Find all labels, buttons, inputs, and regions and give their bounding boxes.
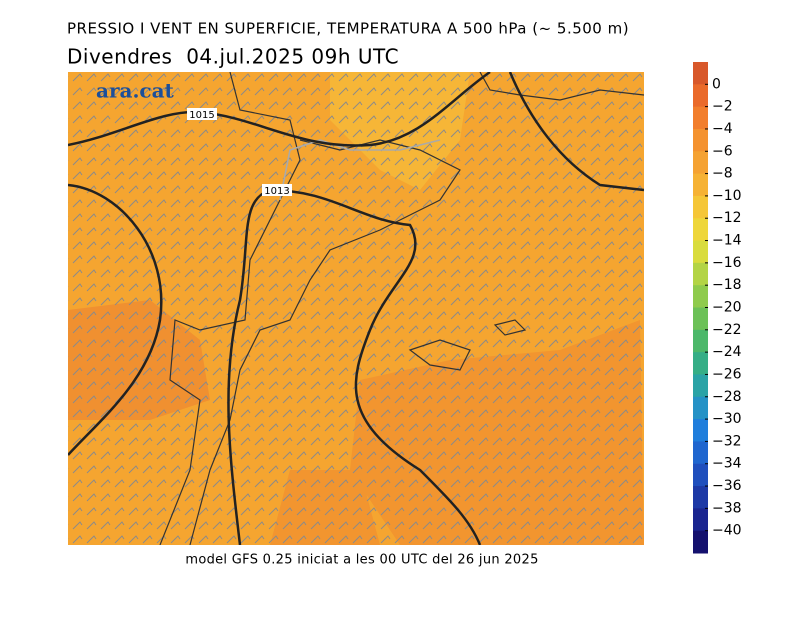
colorbar-swatch	[693, 173, 708, 197]
colorbar-label: −8	[712, 166, 733, 182]
isobar-label: 1013	[264, 186, 289, 197]
logo: ara.cat	[96, 79, 175, 103]
colorbar-swatch	[693, 463, 708, 487]
colorbar-label: 0	[712, 76, 721, 92]
colorbar-label: −30	[712, 411, 742, 427]
colorbar-swatch	[693, 307, 708, 331]
colorbar-swatch	[693, 285, 708, 308]
title: PRESSIO I VENT EN SUPERFICIE, TEMPERATUR…	[67, 20, 629, 38]
colorbar-swatch	[693, 486, 708, 509]
colorbar-label: −14	[712, 233, 742, 249]
colorbar-swatch	[693, 195, 708, 219]
colorbar-label: −6	[712, 143, 733, 159]
colorbar-label: −2	[712, 99, 733, 115]
colorbar-swatch	[693, 396, 708, 420]
colorbar-swatch	[693, 62, 708, 85]
colorbar-label: −26	[712, 366, 742, 382]
colorbar-swatch	[693, 240, 708, 264]
colorbar-swatch	[693, 128, 708, 152]
colorbar-swatch	[693, 262, 708, 286]
colorbar-swatch	[693, 218, 708, 242]
colorbar-label: −16	[712, 255, 742, 271]
colorbar-swatch	[693, 419, 708, 442]
colorbar-swatch	[693, 151, 708, 175]
colorbar-label: −20	[712, 300, 742, 316]
colorbar-label: −38	[712, 500, 742, 516]
colorbar-label: −24	[712, 344, 742, 360]
colorbar-label: −34	[712, 456, 742, 472]
colorbar-label: −32	[712, 433, 742, 449]
footer: model GFS 0.25 iniciat a les 00 UTC del …	[185, 553, 538, 568]
colorbar-swatch	[693, 84, 708, 108]
colorbar-label: −4	[712, 121, 733, 137]
colorbar-swatch	[693, 352, 708, 375]
colorbar-swatch	[693, 508, 708, 532]
isobar-label: 1015	[189, 110, 214, 121]
map: 1015 1013 ara.cat	[68, 72, 644, 545]
colorbar-label: −36	[712, 478, 742, 494]
colorbar-label: −40	[712, 523, 742, 539]
colorbar-label: −18	[712, 277, 742, 293]
colorbar-label: −28	[712, 389, 742, 405]
colorbar-swatch	[693, 374, 708, 398]
colorbar-swatch	[693, 441, 708, 465]
colorbar-label: −22	[712, 322, 742, 338]
colorbar-swatch	[693, 106, 708, 130]
colorbar-swatch	[693, 329, 708, 353]
colorbar-label: −10	[712, 188, 742, 204]
subtitle: Divendres 04.jul.2025 09h UTC	[67, 45, 399, 69]
colorbar: 0 −2 −4 −6 −8 −10 −12 −14 −16 −18 −20 −22 −24 −26 −28 −…	[693, 62, 742, 554]
colorbar-swatch	[693, 530, 708, 554]
colorbar-label: −12	[712, 210, 742, 226]
